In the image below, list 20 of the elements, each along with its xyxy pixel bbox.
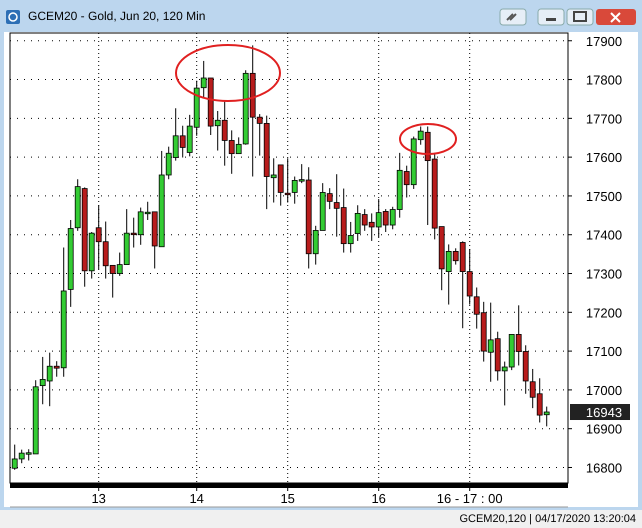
y-tick-label: 17800	[586, 72, 622, 88]
y-tick-label: 17600	[586, 150, 622, 166]
text: GCEM20,120 | 04/17/2020 13:20:04	[459, 513, 636, 525]
x-tick-label: 14	[189, 491, 204, 506]
y-tick-label: 17100	[586, 344, 622, 360]
y-tick-label: 16900	[586, 422, 622, 437]
x-tick-label: 13	[91, 491, 106, 506]
y-tick-label: 17200	[586, 305, 622, 320]
x-tick-label: 16 - 17 : 00	[436, 491, 503, 506]
x-tick-label: 15	[280, 491, 295, 506]
y-tick-label: 16800	[586, 460, 622, 476]
y-tick-label: 17300	[586, 266, 622, 282]
text: 16943	[586, 405, 622, 420]
y-tick-label: 17900	[586, 34, 622, 49]
y-tick-label: 17400	[586, 228, 622, 243]
y-tick-label: 17700	[586, 111, 622, 126]
chart-title: GCEM20 - Gold, Jun 20, 120 Min	[28, 9, 206, 23]
y-tick-label: 17000	[586, 382, 622, 398]
y-tick-label: 17500	[586, 188, 622, 204]
x-tick-label: 16	[371, 491, 386, 506]
